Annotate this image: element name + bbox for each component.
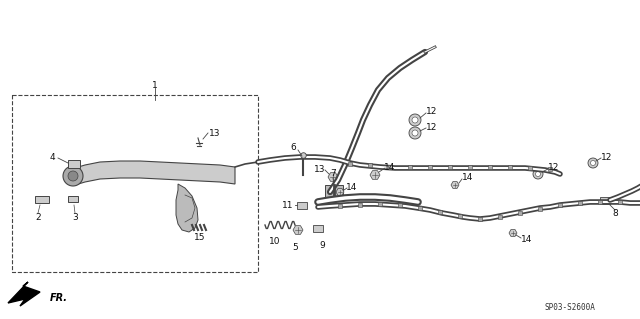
Text: 12: 12	[426, 108, 438, 116]
Text: 12: 12	[548, 164, 560, 173]
Bar	[325, 185, 343, 197]
Bar	[313, 225, 323, 232]
Text: 3: 3	[72, 213, 78, 222]
Text: 7: 7	[330, 169, 336, 179]
Text: 12: 12	[602, 152, 612, 161]
Text: 1: 1	[152, 80, 158, 90]
Text: 2: 2	[35, 213, 41, 222]
Bar	[12, 95, 258, 272]
Polygon shape	[293, 226, 303, 234]
Circle shape	[63, 166, 83, 186]
Text: 6: 6	[290, 144, 296, 152]
Polygon shape	[509, 230, 517, 236]
Text: 13: 13	[209, 129, 221, 137]
Text: 5: 5	[292, 243, 298, 253]
Polygon shape	[336, 189, 344, 196]
Circle shape	[409, 114, 421, 126]
Text: 4: 4	[49, 153, 55, 162]
Bar	[68, 196, 78, 202]
Circle shape	[536, 172, 541, 176]
Text: 12: 12	[426, 122, 438, 131]
Circle shape	[412, 130, 418, 136]
Circle shape	[412, 117, 418, 123]
Bar	[600, 197, 610, 204]
Polygon shape	[75, 161, 235, 185]
Text: FR.: FR.	[50, 293, 68, 303]
Text: 14: 14	[522, 235, 532, 244]
Circle shape	[591, 160, 595, 166]
Bar	[297, 202, 307, 209]
Circle shape	[588, 158, 598, 168]
Text: 14: 14	[384, 164, 396, 173]
Text: 14: 14	[462, 174, 474, 182]
Bar	[68, 160, 80, 168]
Polygon shape	[370, 171, 380, 179]
Text: 10: 10	[269, 238, 281, 247]
Circle shape	[533, 169, 543, 179]
Text: 9: 9	[319, 241, 325, 249]
Circle shape	[409, 127, 421, 139]
Text: 11: 11	[282, 201, 294, 210]
Text: 14: 14	[346, 183, 358, 192]
Text: 15: 15	[195, 234, 205, 242]
Text: 13: 13	[314, 166, 326, 174]
Polygon shape	[8, 282, 40, 306]
Text: SP03-S2600A: SP03-S2600A	[545, 303, 595, 313]
Circle shape	[68, 171, 78, 181]
Polygon shape	[176, 184, 198, 232]
Polygon shape	[451, 182, 459, 189]
Bar	[35, 196, 49, 203]
Text: 8: 8	[612, 209, 618, 218]
Polygon shape	[328, 173, 338, 181]
